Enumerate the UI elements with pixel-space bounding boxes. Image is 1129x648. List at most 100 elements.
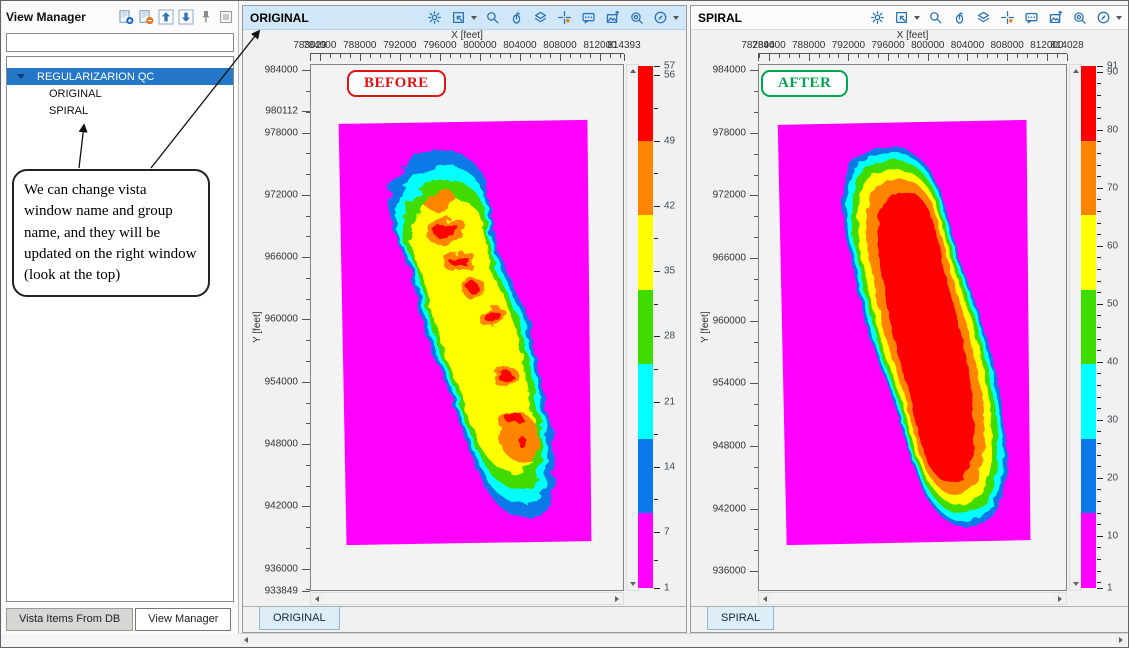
zoom-icon[interactable] <box>928 10 944 26</box>
x-minor-tick-mark <box>957 54 959 58</box>
x-minor-tick-mark <box>778 54 780 58</box>
comment-icon[interactable] <box>581 10 597 26</box>
y-tick-label: 948000 <box>264 438 298 450</box>
horizontal-scrollbar[interactable] <box>758 592 1067 605</box>
rubber-band-zoom-icon[interactable] <box>952 10 968 26</box>
x-minor-tick-mark <box>838 54 840 58</box>
settings-gear-icon[interactable] <box>427 10 443 26</box>
y-tick-label: 954000 <box>712 377 746 389</box>
colorbar-tick-label: 1 <box>1107 582 1113 594</box>
remove-view-icon[interactable] <box>137 9 154 26</box>
find-zoom-icon[interactable] <box>1072 10 1088 26</box>
colorbar-tick-mark <box>654 401 660 403</box>
colorbar-tick-mark <box>1097 338 1101 340</box>
add-view-icon[interactable] <box>117 9 134 26</box>
fold-map-canvas-original[interactable] <box>310 64 624 591</box>
window-tab-bar: SPIRAL <box>691 606 1128 632</box>
colorbar-tick-mark <box>654 107 658 109</box>
x-minor-tick-mark <box>788 54 790 58</box>
y-minor-tick-mark <box>754 466 758 468</box>
find-zoom-icon[interactable] <box>629 10 645 26</box>
compass-icon[interactable] <box>653 10 669 26</box>
pin-icon[interactable] <box>197 9 214 26</box>
dropdown-caret-icon[interactable] <box>914 15 920 20</box>
scroll-left-icon[interactable] <box>244 637 248 643</box>
workspace-horizontal-scrollbar[interactable] <box>240 633 1127 646</box>
tab-view-manager[interactable]: View Manager <box>135 608 232 631</box>
tree-group-regularizarion-qc[interactable]: REGULARIZARION QC <box>7 68 233 85</box>
scroll-down-icon[interactable] <box>1072 582 1079 586</box>
dropdown-caret-icon[interactable] <box>471 15 477 20</box>
scroll-left-icon[interactable] <box>763 595 767 602</box>
compass-icon[interactable] <box>1096 10 1112 26</box>
tab-spiral[interactable]: SPIRAL <box>707 607 775 630</box>
scroll-left-icon[interactable] <box>315 595 319 602</box>
layers-icon[interactable] <box>976 10 992 26</box>
scroll-up-icon[interactable] <box>629 69 636 73</box>
window-spiral[interactable]: SPIRAL X [feet] 782894 784000 788000 792000… <box>690 5 1128 633</box>
colorbar-tick-mark <box>1097 373 1101 375</box>
dropdown-caret-icon[interactable] <box>673 15 679 20</box>
x-minor-tick-mark <box>499 54 501 58</box>
move-down-icon[interactable] <box>177 9 194 26</box>
comment-icon[interactable] <box>1024 10 1040 26</box>
x-minor-tick-mark <box>917 54 919 58</box>
x-minor-tick-mark <box>1066 54 1068 58</box>
x-minor-tick-mark <box>389 54 391 58</box>
colorbar-tick-label: 56 <box>664 69 676 81</box>
settings-gear-icon[interactable] <box>870 10 886 26</box>
scroll-down-icon[interactable] <box>629 582 636 586</box>
window-original[interactable]: ORIGINAL X [feet] 783029 784000 788000 7920… <box>242 5 687 633</box>
y-tick-label: 933849 <box>264 585 298 597</box>
collapse-triangle-icon[interactable] <box>17 74 25 79</box>
colorbar-tick-label: 7 <box>664 526 670 538</box>
fold-colorbar: 91 90 80 70 60 50 40 30 20 10 1 <box>1081 61 1127 594</box>
colorbar-tick-mark <box>654 75 660 77</box>
tab-original[interactable]: ORIGINAL <box>259 607 340 630</box>
x-axis-title: X [feet] <box>451 30 483 41</box>
x-minor-tick-mark <box>559 54 561 58</box>
tree-item-original[interactable]: ORIGINAL <box>49 87 102 100</box>
scroll-right-icon[interactable] <box>615 595 619 602</box>
x-minor-tick-mark <box>1007 54 1009 58</box>
x-tick-label: 814393 <box>607 40 641 51</box>
window-titlebar-original[interactable]: ORIGINAL <box>243 6 686 30</box>
colorbar-tick-label: 70 <box>1107 182 1119 194</box>
scroll-up-icon[interactable] <box>1072 69 1079 73</box>
x-minor-tick-mark <box>439 54 441 58</box>
zoom-icon[interactable] <box>485 10 501 26</box>
tree-item-spiral[interactable]: SPIRAL <box>49 104 89 117</box>
x-tick-label: 783029 <box>293 40 327 51</box>
tree-filter-input[interactable] <box>6 33 234 52</box>
colorbar-tick-mark <box>1097 477 1103 479</box>
horizontal-scrollbar[interactable] <box>310 592 624 605</box>
y-minor-tick-mark <box>754 341 758 343</box>
x-minor-tick-mark <box>1027 54 1029 58</box>
colorbar-tick-mark <box>1097 280 1101 282</box>
x-minor-tick-mark <box>828 54 830 58</box>
y-tick-label: 980112 <box>265 105 298 117</box>
fold-map-canvas-spiral[interactable] <box>758 64 1067 591</box>
snapshot-icon[interactable] <box>1048 10 1064 26</box>
move-up-icon[interactable] <box>157 9 174 26</box>
colorbar-tick-mark <box>654 588 660 589</box>
colorbar-tick-label: 14 <box>664 461 676 473</box>
window-titlebar-spiral[interactable]: SPIRAL <box>691 6 1128 30</box>
detach-icon[interactable] <box>217 9 234 26</box>
y-minor-tick-mark <box>754 174 758 176</box>
fit-view-icon[interactable] <box>451 10 467 26</box>
dropdown-caret-icon[interactable] <box>1116 15 1122 20</box>
crosshair-pick-icon[interactable] <box>1000 10 1016 26</box>
scroll-right-icon[interactable] <box>1058 595 1062 602</box>
layers-icon[interactable] <box>533 10 549 26</box>
tab-vista-items-from-db[interactable]: Vista Items From DB <box>6 608 134 631</box>
fit-view-icon[interactable] <box>894 10 910 26</box>
rubber-band-zoom-icon[interactable] <box>509 10 525 26</box>
snapshot-icon[interactable] <box>605 10 621 26</box>
scroll-right-icon[interactable] <box>1119 637 1123 643</box>
crosshair-pick-icon[interactable] <box>557 10 573 26</box>
colorbar-tick-mark <box>1097 129 1103 131</box>
colorbar-tick-mark <box>1097 234 1101 236</box>
y-minor-tick-mark <box>306 153 310 155</box>
y-minor-tick-mark <box>306 90 310 92</box>
